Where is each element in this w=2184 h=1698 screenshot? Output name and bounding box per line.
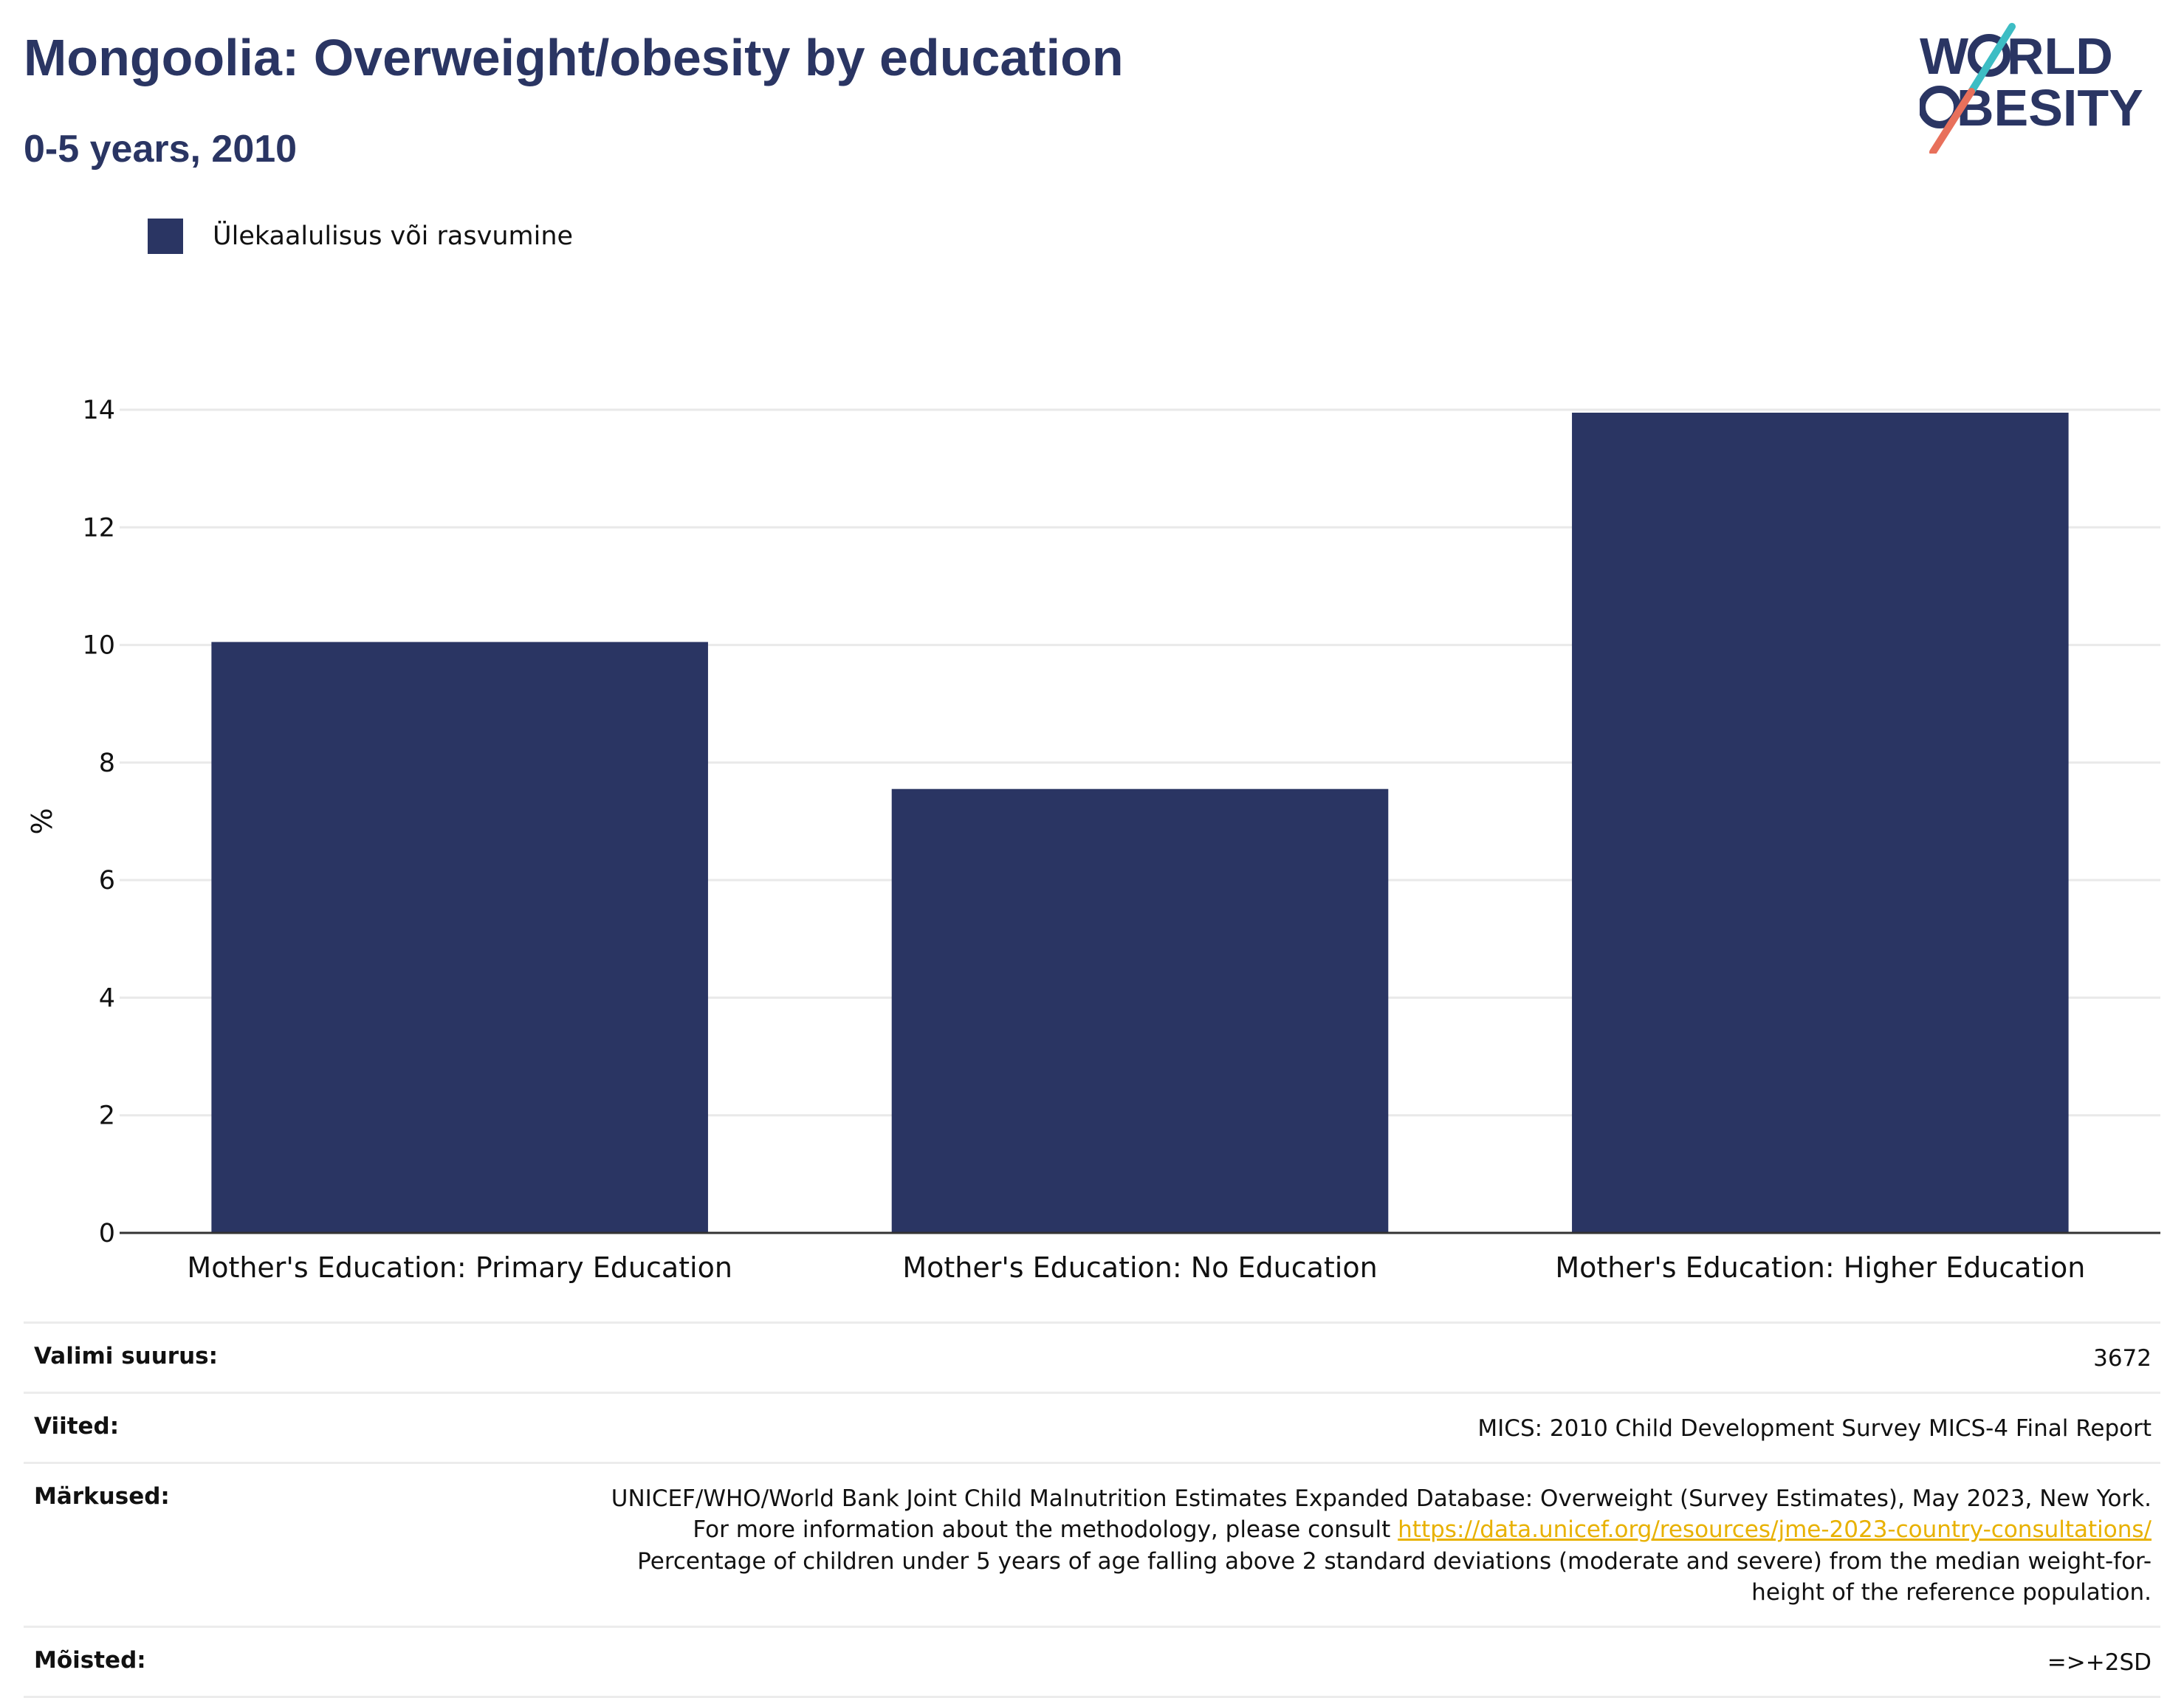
y-tick-label: 0 (99, 1219, 115, 1248)
legend-label: Ülekaalulisus või rasvumine (213, 221, 574, 251)
sample-size-row: Valimi suurus: 3672 (24, 1321, 2160, 1392)
definitions-row: Mõisted: =>+2SD (24, 1625, 2160, 1698)
notes-text-2: Percentage of children under 5 years of … (637, 1547, 2152, 1606)
info-table: Valimi suurus: 3672 Viited: MICS: 2010 C… (24, 1321, 2160, 1698)
bar-chart: 0 2 4 6 8 10 12 14 Mother's Education: Primary E… (26, 396, 2160, 1284)
chart-legend: Ülekaalulisus või rasvumine (148, 219, 573, 254)
notes-text-1: UNICEF/WHO/World Bank Joint Child Malnut… (611, 1485, 2152, 1544)
y-tick-label: 4 (99, 983, 115, 1013)
references-value: MICS: 2010 Child Development Survey MICS… (1477, 1415, 2152, 1443)
world-obesity-logo: W RLD BESITY (1920, 23, 2143, 154)
notes-label: Märkused: (34, 1483, 170, 1510)
y-tick-label: 6 (99, 866, 115, 896)
x-category-label: Mother's Education: Higher Education (1555, 1251, 2085, 1284)
bar (891, 788, 1389, 1233)
page-title: Mongoolia: Overweight/obesity by educati… (24, 29, 1124, 86)
bar (1572, 412, 2069, 1233)
y-tick-label: 8 (99, 749, 115, 778)
y-tick-label: 12 (82, 513, 115, 543)
bar (211, 642, 708, 1233)
references-row: Viited: MICS: 2010 Child Development Sur… (24, 1392, 2160, 1462)
page-subtitle: 0-5 years, 2010 (24, 128, 298, 171)
y-tick-label: 2 (99, 1101, 115, 1131)
y-tick-label: 14 (82, 396, 115, 425)
definitions-label: Mõisted: (34, 1646, 146, 1674)
svg-text:BESITY: BESITY (1957, 79, 2143, 137)
sample-size-value: 3672 (2093, 1345, 2152, 1372)
legend-swatch (148, 219, 183, 254)
y-axis-title: % (26, 808, 58, 834)
y-tick-label: 10 (82, 631, 115, 661)
notes-value: UNICEF/WHO/World Bank Joint Child Malnut… (586, 1483, 2152, 1608)
references-label: Viited: (34, 1413, 120, 1440)
svg-text:RLD: RLD (2007, 27, 2113, 85)
svg-text:W: W (1920, 27, 1968, 85)
definitions-value: =>+2SD (2047, 1649, 2152, 1676)
notes-row: Märkused: UNICEF/WHO/World Bank Joint Ch… (24, 1462, 2160, 1626)
x-category-label: Mother's Education: No Education (902, 1251, 1377, 1284)
methodology-link[interactable]: https://data.unicef.org/resources/jme-20… (1398, 1516, 2152, 1544)
x-category-label: Mother's Education: Primary Education (187, 1251, 732, 1284)
sample-size-label: Valimi suurus: (34, 1343, 218, 1369)
